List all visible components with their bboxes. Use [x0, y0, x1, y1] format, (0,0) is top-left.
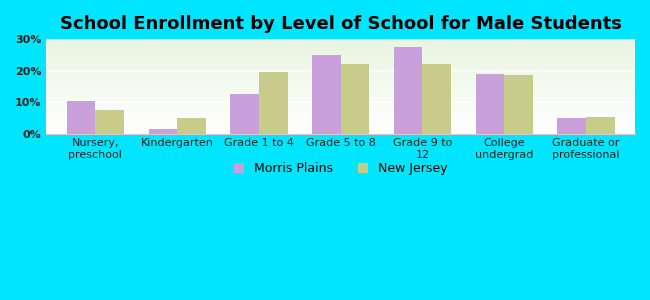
Bar [557, 118, 586, 134]
Bar [149, 129, 177, 134]
Bar [67, 101, 96, 134]
Bar [422, 64, 451, 134]
Bar [96, 110, 124, 134]
Bar [476, 74, 504, 134]
Title: School Enrollment by Level of School for Male Students: School Enrollment by Level of School for… [60, 15, 621, 33]
Bar [177, 118, 206, 134]
Bar [504, 75, 533, 134]
Legend: Morris Plains, New Jersey: Morris Plains, New Jersey [229, 158, 452, 181]
Bar [586, 117, 614, 134]
Bar [230, 94, 259, 134]
Bar [259, 72, 287, 134]
Bar [312, 55, 341, 134]
Bar [341, 64, 369, 134]
Bar [394, 47, 422, 134]
